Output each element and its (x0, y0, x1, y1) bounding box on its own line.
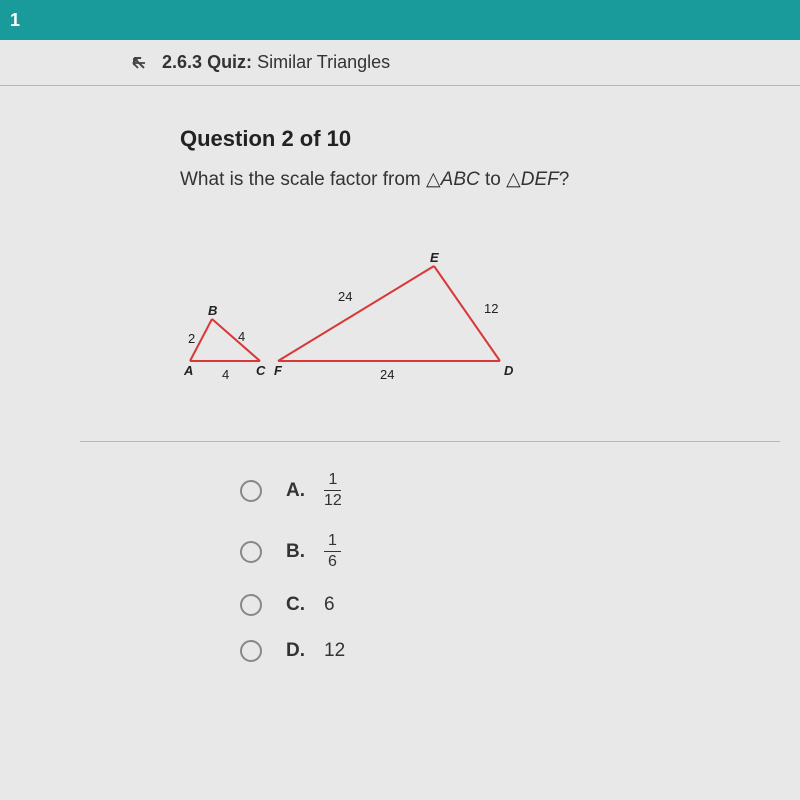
quiz-title: 2.6.3 Quiz: Similar Triangles (162, 52, 390, 73)
content-area: 2.6.3 Quiz: Similar Triangles Question 2… (0, 40, 800, 800)
answer-option-c[interactable]: C. 6 (240, 594, 800, 616)
prompt-suffix: ? (559, 169, 570, 190)
answer-option-d[interactable]: D. 12 (240, 640, 800, 662)
question-container: Question 2 of 10 What is the scale facto… (0, 86, 800, 662)
question-number: Question 2 of 10 (180, 126, 800, 152)
svg-text:24: 24 (380, 367, 394, 382)
svg-text:A: A (183, 363, 193, 378)
answer-letter: D. (286, 640, 310, 662)
radio-icon[interactable] (240, 640, 262, 662)
quiz-subject: Similar Triangles (257, 52, 390, 72)
section-divider (80, 441, 780, 442)
answer-option-a[interactable]: A. 112 (240, 472, 800, 509)
triangle-2-label: DEF (521, 169, 559, 190)
svg-text:2: 2 (188, 331, 195, 346)
triangle-1-label: ABC (441, 169, 480, 190)
figure-area: ABC244FED241224 (170, 231, 800, 411)
answer-option-b[interactable]: B. 16 (240, 533, 800, 570)
radio-icon[interactable] (240, 480, 262, 502)
svg-text:E: E (430, 250, 439, 265)
top-bar: 1 (0, 0, 800, 40)
answer-value: 16 (324, 533, 341, 570)
fraction-numerator: 1 (324, 472, 341, 491)
fraction-denominator: 6 (328, 552, 337, 570)
svg-text:4: 4 (222, 367, 229, 382)
radio-icon[interactable] (240, 541, 262, 563)
triangle-symbol-1: △ (426, 169, 441, 190)
answer-value: 112 (324, 472, 342, 509)
quiz-header: 2.6.3 Quiz: Similar Triangles (0, 40, 800, 86)
triangle-symbol-2: △ (506, 169, 521, 190)
prompt-middle: to (480, 169, 506, 190)
svg-text:D: D (504, 363, 514, 378)
answer-letter: B. (286, 541, 310, 563)
svg-text:F: F (274, 363, 283, 378)
svg-text:4: 4 (238, 329, 245, 344)
back-arrow-icon[interactable] (130, 54, 148, 72)
tab-number: 1 (10, 10, 20, 31)
answer-value: 6 (324, 594, 335, 616)
answer-list: A. 112 B. 16 C. 6 D. 12 (240, 472, 800, 662)
fraction-numerator: 1 (324, 533, 341, 552)
svg-text:C: C (256, 363, 266, 378)
fraction-denominator: 12 (324, 491, 342, 509)
answer-value: 12 (324, 640, 345, 662)
answer-letter: A. (286, 480, 310, 502)
svg-text:24: 24 (338, 289, 352, 304)
svg-text:12: 12 (484, 301, 498, 316)
triangles-figure: ABC244FED241224 (170, 231, 550, 401)
svg-text:B: B (208, 303, 217, 318)
quiz-number: 2.6.3 (162, 52, 202, 72)
radio-icon[interactable] (240, 594, 262, 616)
prompt-prefix: What is the scale factor from (180, 169, 426, 190)
question-text: What is the scale factor from △ABC to △D… (180, 168, 800, 191)
quiz-word: Quiz: (207, 52, 252, 72)
answer-letter: C. (286, 594, 310, 616)
